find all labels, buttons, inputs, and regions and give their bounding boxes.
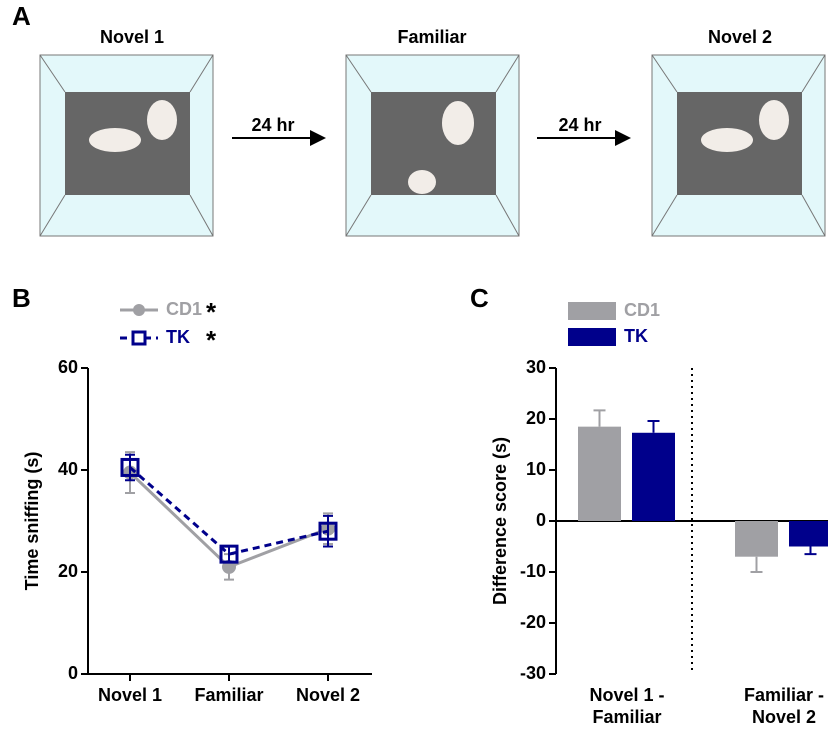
- marker: [120, 457, 140, 477]
- error-bar: [804, 546, 817, 556]
- panel-label: C: [470, 283, 489, 313]
- x-tick-label: Novel 2: [296, 685, 360, 705]
- significance: *: [206, 297, 217, 327]
- arrow-label: 24 hr: [251, 115, 294, 135]
- x-tick-label: Familiar -: [744, 685, 824, 705]
- legend-label: TK: [166, 327, 190, 347]
- bar: [735, 521, 778, 557]
- panel-label: A: [12, 1, 31, 31]
- arena: [39, 54, 214, 237]
- y-tick-label: 10: [526, 459, 546, 479]
- x-tick-label: Familiar: [194, 685, 263, 705]
- x-tick-label: Familiar: [592, 707, 661, 727]
- y-tick-label: 30: [526, 357, 546, 377]
- legend-marker: [131, 330, 147, 346]
- x-tick-label: Novel 2: [752, 707, 816, 727]
- y-axis-label: Difference score (s): [490, 437, 510, 605]
- arena: [651, 54, 826, 237]
- arena-label: Novel 2: [708, 27, 772, 47]
- arrow-head: [310, 130, 326, 146]
- bar: [789, 521, 828, 547]
- y-tick-label: 20: [58, 561, 78, 581]
- marker: [318, 521, 338, 541]
- error-bar: [593, 409, 606, 427]
- y-tick-label: 20: [526, 408, 546, 428]
- significance: *: [206, 325, 217, 355]
- error-bar: [647, 420, 660, 433]
- panel-label: B: [12, 283, 31, 313]
- y-tick-label: -30: [520, 663, 546, 683]
- arena-label: Novel 1: [100, 27, 164, 47]
- y-tick-label: -20: [520, 612, 546, 632]
- arrow-head: [615, 130, 631, 146]
- y-tick-label: 40: [58, 459, 78, 479]
- arena-label: Familiar: [397, 27, 466, 47]
- bar: [578, 426, 621, 521]
- arena: [345, 54, 520, 237]
- y-tick-label: 0: [68, 663, 78, 683]
- legend-label: CD1: [166, 299, 202, 319]
- y-tick-label: -10: [520, 561, 546, 581]
- legend-swatch: [568, 302, 616, 320]
- y-tick-label: 0: [536, 510, 546, 530]
- error-bar: [750, 556, 763, 573]
- x-tick-label: Novel 1 -: [589, 685, 664, 705]
- legend-marker: [133, 304, 145, 316]
- bar: [632, 432, 675, 521]
- marker: [219, 544, 239, 564]
- x-tick-label: Novel 1: [98, 685, 162, 705]
- arenas: Novel 1 Familiar Novel 2 24 hr 24 hr: [39, 27, 826, 237]
- legend-label: TK: [624, 326, 648, 346]
- legend-swatch: [568, 328, 616, 346]
- legend-label: CD1: [624, 300, 660, 320]
- y-tick-label: 60: [58, 357, 78, 377]
- y-axis-label: Time sniffing (s): [22, 452, 42, 591]
- error-bar: [323, 514, 333, 548]
- arrow-label: 24 hr: [558, 115, 601, 135]
